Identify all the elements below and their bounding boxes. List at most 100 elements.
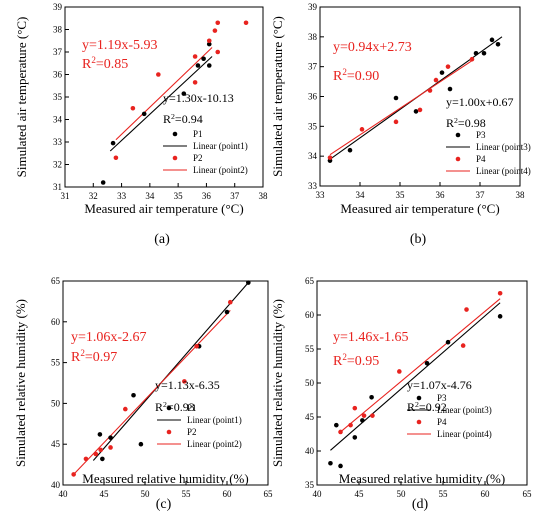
r-squared: R2=0.94	[163, 112, 203, 126]
panel-label: (a)	[154, 232, 170, 247]
x-tick-label: 36	[202, 191, 212, 201]
x-tick-label: 50	[397, 489, 407, 499]
chart-panel: 40 45 50 55 60 65 40 45 50 55 60 65 Measured relativ…	[13, 276, 273, 512]
y-tick-label: 40	[51, 480, 61, 490]
y-tick-label: 65	[305, 276, 315, 286]
r-squared: R2=0.95	[333, 352, 379, 369]
data-point	[497, 314, 503, 319]
x-tick-label: 37	[476, 190, 486, 200]
data-point	[108, 435, 113, 440]
x-tick-label: 33	[117, 191, 127, 201]
r-squared-letter: R	[333, 354, 343, 369]
data-point	[156, 72, 161, 77]
r-squared-letter: R	[163, 112, 171, 126]
y-tick-label: 36	[53, 70, 63, 80]
x-tick-label: 40	[59, 489, 69, 499]
x-tick-label: 45	[355, 489, 365, 499]
y-tick-label: 50	[51, 398, 61, 408]
x-tick-label: 60	[481, 489, 491, 499]
data-point	[445, 64, 451, 69]
data-point	[100, 456, 105, 462]
data-point	[123, 406, 128, 412]
legend-label: P1	[193, 129, 203, 139]
data-point	[328, 460, 333, 466]
y-axis-label: Simulated relative humidity (%)	[270, 299, 285, 467]
data-point	[192, 80, 198, 85]
legend-marker	[416, 395, 422, 401]
fit-line	[340, 298, 501, 433]
data-point	[100, 180, 106, 185]
legend-marker	[172, 131, 178, 137]
x-tick-label: 33	[316, 190, 326, 200]
legend-label: Linear (point1)	[187, 415, 242, 425]
r-squared-value: =0.98	[458, 116, 486, 130]
legend-label: P3	[437, 393, 447, 403]
y-axis-label: Simulated air temperature (°C)	[270, 16, 285, 177]
legend-marker	[455, 156, 461, 162]
y-tick-label: 37	[53, 47, 63, 57]
data-point	[243, 20, 249, 26]
fit-equation: y=1.30x-10.13	[163, 91, 234, 105]
x-tick-label: 38	[516, 190, 526, 200]
r-squared: R2=0.98	[446, 116, 486, 130]
r-squared-letter: R	[407, 400, 415, 414]
y-tick-label: 40	[305, 446, 315, 456]
data-point	[460, 343, 466, 348]
r-squared-letter: R	[333, 69, 343, 84]
data-point	[481, 50, 487, 56]
legend-label: Linear (point1)	[193, 141, 248, 151]
y-tick-label: 33	[53, 137, 63, 147]
r-squared-value: =0.95	[347, 354, 379, 369]
data-point	[97, 432, 103, 437]
data-point	[131, 392, 136, 398]
fit-equation: y=1.07x-4.76	[407, 378, 472, 392]
r-squared-value: =0.85	[96, 57, 128, 72]
data-point	[393, 95, 399, 101]
data-point	[71, 472, 76, 477]
data-point	[469, 56, 475, 62]
legend-label: Linear (point4)	[476, 166, 531, 176]
legend-label: P2	[187, 427, 197, 437]
data-point	[141, 111, 147, 117]
r-squared-value: =0.93	[167, 400, 195, 414]
y-tick-label: 38	[53, 25, 63, 35]
data-point	[445, 339, 451, 345]
legend-label: P3	[476, 130, 486, 140]
y-tick-label: 31	[53, 182, 62, 192]
data-point	[352, 435, 358, 440]
data-point	[246, 280, 251, 285]
chart-panel: 31 32 33 34 35 36 37 38 31 32 33 34 35 36 37 38 39 Measur…	[14, 2, 268, 247]
x-tick-label: 55	[182, 489, 192, 499]
data-point	[195, 63, 201, 68]
x-tick-label: 38	[259, 191, 269, 201]
legend-label: Linear (point2)	[193, 165, 248, 175]
chart-panel: 33 34 35 36 37 38 33 34 35 36 37 38 39 Measured air t…	[270, 2, 531, 247]
y-tick-label: 45	[305, 412, 315, 422]
fit-equation: y=1.13x-6.35	[155, 378, 220, 392]
data-point	[497, 290, 503, 296]
x-axis-label: Measured relative humidity (%)	[339, 471, 505, 486]
data-point	[359, 127, 365, 132]
x-tick-label: 60	[223, 489, 233, 499]
data-point	[439, 70, 445, 75]
data-point	[489, 37, 495, 43]
data-point	[417, 107, 423, 113]
data-point	[424, 360, 430, 366]
x-tick-label: 65	[523, 489, 533, 499]
legend-label: Linear (point3)	[476, 142, 531, 152]
panel-label: (d)	[412, 497, 429, 512]
x-tick-label: 65	[264, 489, 274, 499]
legend-label: P2	[193, 153, 203, 163]
plot-frame	[62, 280, 269, 486]
r-squared-value: =0.90	[347, 69, 379, 84]
data-point	[212, 28, 218, 33]
y-axis-label: Simulated relative humidity (%)	[13, 299, 28, 467]
y-tick-label: 39	[308, 2, 318, 12]
fit-equation: y=1.46x-1.65	[333, 330, 409, 345]
legend-marker	[455, 132, 461, 138]
data-point	[338, 463, 343, 469]
data-point	[215, 49, 221, 55]
r-squared: R2=0.85	[82, 55, 128, 72]
data-point	[224, 309, 230, 315]
data-point	[113, 155, 119, 161]
